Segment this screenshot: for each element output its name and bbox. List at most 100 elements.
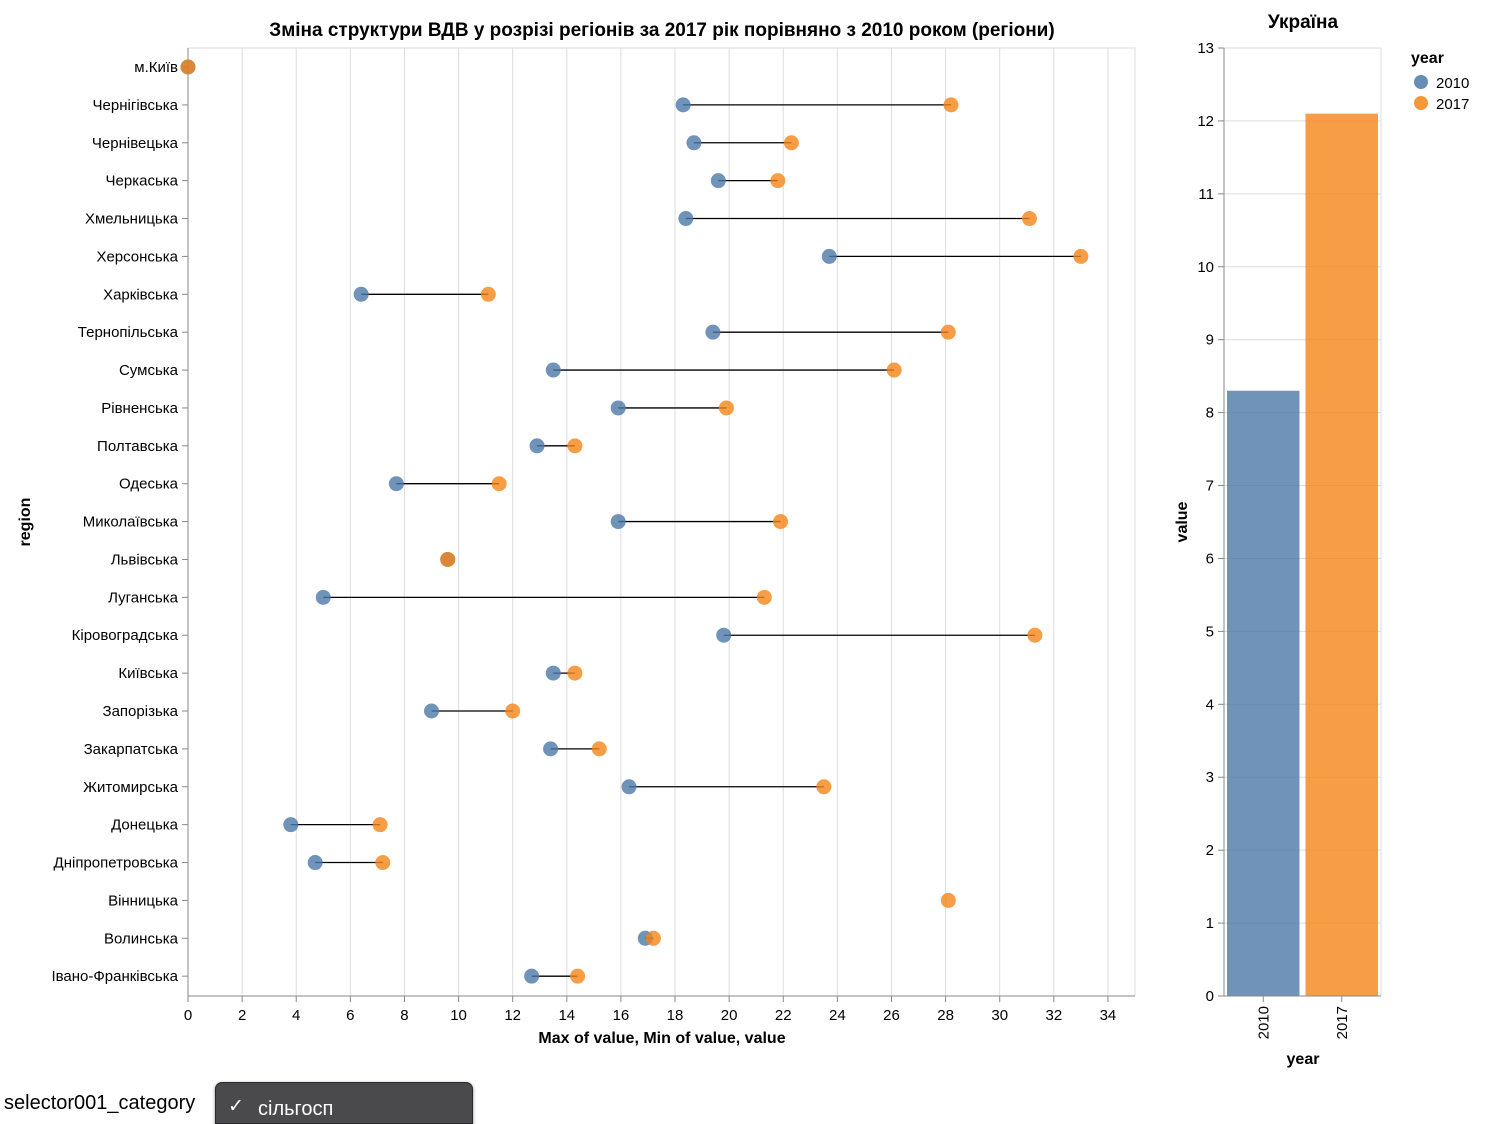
x-tick-label: 8 [400, 1007, 408, 1024]
x-tick-label: 2 [238, 1007, 246, 1024]
point-2010 [621, 779, 637, 795]
y-tick-label: 13 [1197, 40, 1214, 57]
right-x-axis-title: year [1287, 1051, 1320, 1068]
x-tick-label: 26 [883, 1007, 900, 1024]
y-tick-label: 8 [1206, 405, 1214, 422]
y-tick-label: 3 [1206, 769, 1214, 786]
point-2017 [505, 703, 521, 719]
legend-item-2017[interactable]: 2017 [1414, 96, 1469, 113]
y-tick-label: Львівська [111, 551, 179, 568]
point-2010 [716, 627, 732, 643]
point-2017 [1073, 248, 1089, 264]
x-tick-label: 2010 [1255, 1006, 1272, 1039]
point-2010 [388, 476, 404, 492]
y-tick-label: 5 [1206, 623, 1214, 640]
x-tick-label: 12 [504, 1007, 521, 1024]
x-tick-label: 4 [292, 1007, 300, 1024]
point-2010 [610, 514, 626, 530]
point-2017 [773, 514, 789, 530]
point-2010 [710, 173, 726, 189]
y-tick-label: 7 [1206, 478, 1214, 495]
point-2017 [591, 741, 607, 757]
point-2010 [705, 324, 721, 340]
point-2010 [545, 362, 561, 378]
left-x-axis-title: Max of value, Min of value, value [538, 1030, 785, 1047]
point-2010 [675, 97, 691, 113]
y-tick-label: Сумська [119, 362, 179, 379]
point-2017 [440, 551, 456, 567]
y-tick-label: Вінницька [108, 892, 179, 909]
y-tick-label: Хмельницька [85, 211, 179, 228]
left-chart-gridlines [187, 48, 1109, 996]
x-tick-label: 2017 [1334, 1006, 1351, 1039]
point-2010 [529, 438, 545, 454]
point-2010 [686, 135, 702, 151]
point-2017 [940, 892, 956, 908]
y-tick-label: 9 [1206, 332, 1214, 349]
point-2010 [353, 286, 369, 302]
point-2017 [1027, 627, 1043, 643]
y-tick-label: Рівненська [101, 400, 178, 417]
point-2010 [424, 703, 440, 719]
y-tick-label: Київська [118, 665, 178, 682]
category-dropdown[interactable]: ✓ сільгосп [215, 1082, 473, 1124]
legend-label-2010: 2010 [1436, 75, 1469, 92]
left-chart-marks [180, 59, 1089, 984]
x-tick-label: 30 [991, 1007, 1008, 1024]
point-2010 [307, 855, 323, 871]
point-2017 [886, 362, 902, 378]
point-2017 [491, 476, 507, 492]
x-tick-label: 22 [775, 1007, 792, 1024]
left-y-axis-title: region [17, 498, 34, 547]
x-tick-label: 16 [613, 1007, 630, 1024]
point-2010 [545, 665, 561, 681]
y-tick-label: Дніпропетровська [54, 855, 179, 872]
bar-2010 [1227, 390, 1300, 996]
y-tick-label: 1 [1206, 915, 1214, 932]
y-tick-label: Івано-Франківська [51, 968, 178, 985]
x-tick-label: 18 [667, 1007, 684, 1024]
legend-item-2010[interactable]: 2010 [1414, 75, 1469, 92]
right-chart-title: Україна [1268, 12, 1339, 33]
x-tick-label: 32 [1045, 1007, 1062, 1024]
point-2017 [567, 665, 583, 681]
y-tick-label: Полтавська [97, 438, 179, 455]
right-chart-marks [1227, 113, 1378, 997]
point-2017 [567, 438, 583, 454]
point-2017 [940, 324, 956, 340]
x-tick-label: 10 [450, 1007, 467, 1024]
y-tick-label: Херсонська [96, 248, 178, 265]
y-tick-label: Закарпатська [84, 741, 179, 758]
legend-title: year [1411, 50, 1444, 67]
chart-canvas: Зміна структури ВДВ у розрізі регіонів з… [17, 12, 1469, 1068]
point-2017 [372, 817, 388, 833]
y-tick-label: Тернопільська [78, 324, 179, 341]
y-tick-label: Кіровоградська [72, 627, 179, 644]
point-2010 [315, 589, 331, 605]
point-2017 [783, 135, 799, 151]
left-chart-axes: 0 2 4 6 8 10 12 14 16 18 20 22 24 26 28 30 32 34м.КиївЧер… [51, 48, 1135, 1024]
legend-swatch-2017 [1414, 96, 1428, 110]
x-tick-label: 34 [1100, 1007, 1117, 1024]
point-2010 [524, 968, 540, 984]
y-tick-label: м.Київ [134, 59, 178, 76]
y-tick-label: 0 [1206, 988, 1214, 1005]
y-tick-label: Запорізька [103, 703, 179, 720]
x-tick-label: 28 [937, 1007, 954, 1024]
y-tick-label: Чернівецька [92, 135, 179, 152]
bar-2017 [1305, 113, 1378, 997]
y-tick-label: 11 [1198, 186, 1214, 203]
y-tick-label: Харківська [103, 286, 179, 303]
x-tick-label: 0 [184, 1007, 192, 1024]
point-2017 [816, 779, 832, 795]
y-tick-label: 10 [1197, 259, 1214, 276]
legend-swatch-2010 [1414, 75, 1428, 89]
x-tick-label: 20 [721, 1007, 738, 1024]
y-tick-label: 2 [1206, 842, 1214, 859]
y-tick-label: 6 [1206, 550, 1214, 567]
point-2010 [543, 741, 559, 757]
point-2017 [943, 97, 959, 113]
point-2017 [718, 400, 734, 416]
y-tick-label: 12 [1197, 113, 1214, 130]
dropdown-option-selected[interactable]: сільгосп [258, 1098, 334, 1120]
